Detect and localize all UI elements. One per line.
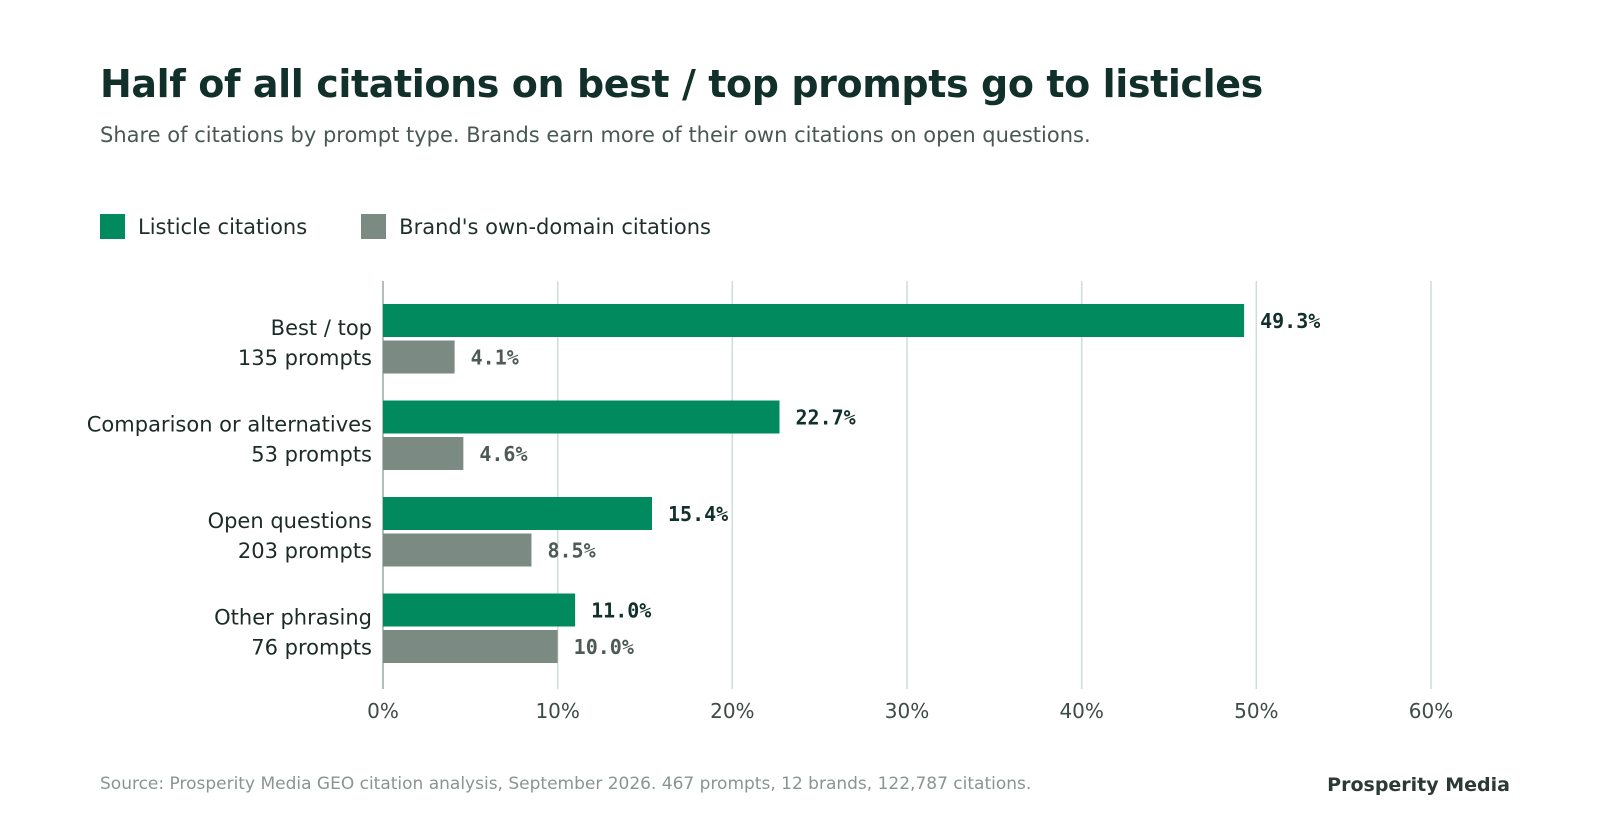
category-label: Other phrasing (214, 606, 372, 630)
legend-item-listicle: Listicle citations (100, 214, 307, 239)
legend-label-listicle: Listicle citations (138, 214, 308, 239)
data-label-listicle: 15.4% (668, 502, 728, 526)
data-label-listicle: 22.7% (795, 406, 855, 430)
source-note: Source: Prosperity Media GEO citation an… (100, 774, 1032, 794)
bar-listicle (383, 400, 780, 434)
x-tick-label: 20% (710, 699, 754, 723)
data-label-own-domain: 4.6% (479, 442, 527, 466)
x-tick-label: 60% (1409, 699, 1453, 723)
legend-swatch-listicle (100, 214, 125, 239)
category-prompt-count: 135 prompts (238, 346, 372, 370)
brand-name: Prosperity Media (1327, 774, 1510, 796)
legend: Listicle citations Brand's own-domain ci… (100, 214, 765, 239)
category-label: Open questions (208, 509, 372, 533)
data-label-listicle: 49.3% (1260, 309, 1320, 333)
x-tick-label: 30% (885, 699, 929, 723)
x-tick-label: 50% (1234, 699, 1278, 723)
category-prompt-count: 53 prompts (251, 443, 372, 467)
x-tick-label: 10% (535, 699, 579, 723)
data-label-listicle: 11.0% (591, 599, 651, 623)
category-prompt-count: 76 prompts (251, 636, 372, 660)
category-label: Best / top (271, 316, 372, 340)
data-label-own-domain: 10.0% (574, 635, 634, 659)
legend-swatch-own-domain (361, 214, 387, 239)
bar-own-domain (383, 340, 455, 374)
x-tick-label: 0% (367, 699, 399, 723)
bar-listicle (383, 304, 1245, 337)
category-label: Comparison or alternatives (87, 413, 372, 437)
legend-item-own-domain: Brand's own-domain citations (361, 214, 711, 239)
x-tick-label: 40% (1059, 699, 1103, 723)
chart-subtitle: Share of citations by prompt type. Brand… (100, 123, 1091, 147)
data-label-own-domain: 4.1% (471, 346, 519, 370)
chart-title: Half of all citations on best / top prom… (100, 62, 1263, 106)
bar-listicle (383, 497, 652, 530)
bar-own-domain (383, 630, 558, 663)
bar-listicle (383, 593, 576, 627)
bar-own-domain (383, 437, 464, 470)
category-prompt-count: 203 prompts (238, 539, 372, 563)
legend-label-own-domain: Brand's own-domain citations (399, 214, 711, 239)
bar-own-domain (383, 533, 532, 567)
data-label-own-domain: 8.5% (547, 539, 595, 563)
